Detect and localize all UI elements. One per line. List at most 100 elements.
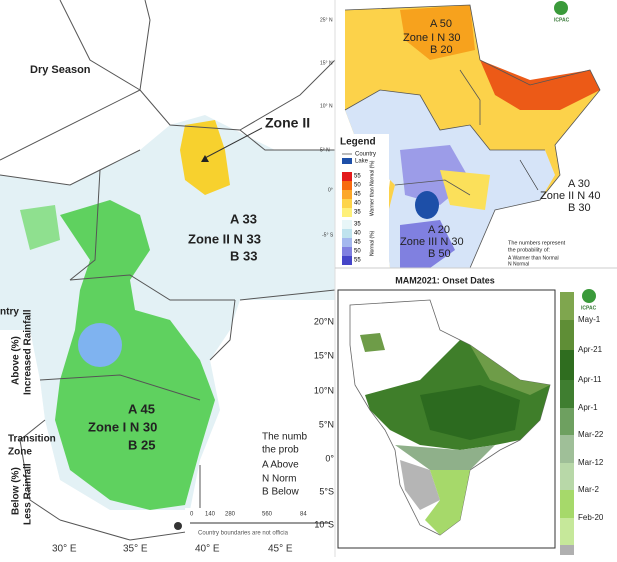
colorbar: May-1 Apr-21 Apr-11 Apr-1 Mar-22 Mar-12 … xyxy=(560,292,604,555)
swatch xyxy=(342,199,352,208)
legend-label: Above (%) xyxy=(11,336,22,385)
lat-label: 0° xyxy=(328,187,333,193)
colorbar-label: Mar-2 xyxy=(578,485,599,494)
lat-label: -5° S xyxy=(322,232,334,238)
scale-label: 45 xyxy=(354,240,361,246)
swatch xyxy=(560,320,574,350)
colorbar-label: Mar-22 xyxy=(578,430,604,439)
pointer xyxy=(204,127,263,159)
scale-label: 0 xyxy=(190,512,194,518)
zone-value: A 33 xyxy=(230,211,257,226)
zone-value: A 30 xyxy=(568,178,590,190)
warm-region xyxy=(440,170,490,210)
lake xyxy=(415,191,439,219)
legend-label: Increased Rainfall xyxy=(23,309,34,395)
scale-label: 84 xyxy=(300,512,307,518)
above-region xyxy=(20,205,60,250)
zone-value: Zone II N 33 xyxy=(188,231,261,246)
lat-label: 25° N xyxy=(320,17,333,23)
swatch xyxy=(560,518,574,545)
legend-title: Legend xyxy=(340,137,376,148)
swatch xyxy=(560,350,574,380)
scale-label: 55 xyxy=(354,258,361,264)
swatch xyxy=(342,208,352,217)
scale-label: 280 xyxy=(225,512,236,518)
scale-label: 55 xyxy=(354,174,361,180)
swatch xyxy=(560,435,574,463)
swatch xyxy=(342,172,352,181)
colorbar-label: May-1 xyxy=(578,315,601,324)
hot-region xyxy=(480,60,600,110)
logo: ICPAC xyxy=(554,17,570,23)
zone-value: A 45 xyxy=(128,401,155,416)
note: N Norm xyxy=(262,474,296,485)
scale-label: 50 xyxy=(354,249,361,255)
left-map: Dry Season Zone II A 33 Zone II N 33 B 3… xyxy=(0,0,336,555)
north-icon xyxy=(174,522,182,530)
scale-label: 35 xyxy=(354,210,361,216)
swatch xyxy=(342,190,352,199)
pointer xyxy=(519,159,539,191)
temperature-map: ICPAC 25° N 15° N 10° N 5° N 0° -5° S A … xyxy=(320,0,617,269)
scale-label: 50 xyxy=(354,183,361,189)
scale-caption: Normal (%) xyxy=(369,230,375,256)
zone-label: Zone II xyxy=(265,115,310,131)
colorbar-label: Apr-21 xyxy=(578,345,603,354)
zone-value: Zone I N 30 xyxy=(403,32,460,44)
swatch xyxy=(560,463,574,490)
lat-label: 0° xyxy=(325,453,334,463)
season: Dry Season xyxy=(30,64,91,76)
lat-label: 15° N xyxy=(320,60,333,66)
logo-icon xyxy=(582,289,596,303)
swatch xyxy=(342,229,352,238)
swatch xyxy=(342,238,352,247)
legend-label: Lake xyxy=(355,159,369,165)
lat-label: 5° N xyxy=(320,147,330,153)
legend-label: Less Rainfall xyxy=(23,463,34,525)
onset-region xyxy=(420,385,520,440)
zone-value: Zone I N 30 xyxy=(88,419,157,434)
swatch xyxy=(560,545,574,555)
logo-icon xyxy=(554,1,568,15)
onset-region xyxy=(360,333,385,352)
zone-value: Zone II N 40 xyxy=(540,190,601,202)
lat-label: 10°N xyxy=(314,385,334,395)
axis-label: 40° E xyxy=(195,544,220,555)
swatch xyxy=(560,380,574,408)
colorbar-label: Feb-20 xyxy=(578,513,604,522)
note: N Normal xyxy=(508,261,529,267)
swatch xyxy=(560,490,574,518)
axis-label: 45° E xyxy=(268,544,293,555)
lat-label: 10°S xyxy=(314,519,334,529)
normal-scale: 35 40 45 50 55 Normal (%) xyxy=(342,220,375,265)
zone-value: A 20 xyxy=(428,224,450,236)
boundaries xyxy=(0,0,336,541)
swatch xyxy=(342,220,352,229)
lat-label: 20°N xyxy=(314,316,334,326)
note: the probability of: xyxy=(508,247,550,253)
swatch xyxy=(560,408,574,435)
partial-label: ntry xyxy=(0,307,19,318)
swatch xyxy=(560,292,574,320)
lake xyxy=(78,323,122,367)
lat-label: 15°N xyxy=(314,350,334,360)
boundaries xyxy=(344,4,601,269)
lat-label: 5°N xyxy=(319,419,334,429)
lat-label: 5°S xyxy=(319,486,334,496)
warm-region xyxy=(400,5,475,60)
note: A Warmer than Normal xyxy=(508,255,559,261)
lat-label: 10° N xyxy=(320,103,333,109)
map-title: MAM2021: Onset Dates xyxy=(395,275,495,285)
legend-label: Transition xyxy=(8,434,56,445)
onset-map: MAM2021: Onset Dates ICPAC 20°N 15°N 10°… xyxy=(314,275,605,555)
scale-label: 45 xyxy=(354,192,361,198)
swatch xyxy=(342,247,352,256)
note: The numbers represent xyxy=(508,240,566,246)
scale-label: 40 xyxy=(354,201,361,207)
zone-value: B 50 xyxy=(428,248,451,260)
scale-label: 140 xyxy=(205,512,216,518)
onset-region xyxy=(470,345,550,395)
swatch xyxy=(342,256,352,265)
scale-label: 40 xyxy=(354,231,361,237)
normal-region xyxy=(400,220,455,268)
